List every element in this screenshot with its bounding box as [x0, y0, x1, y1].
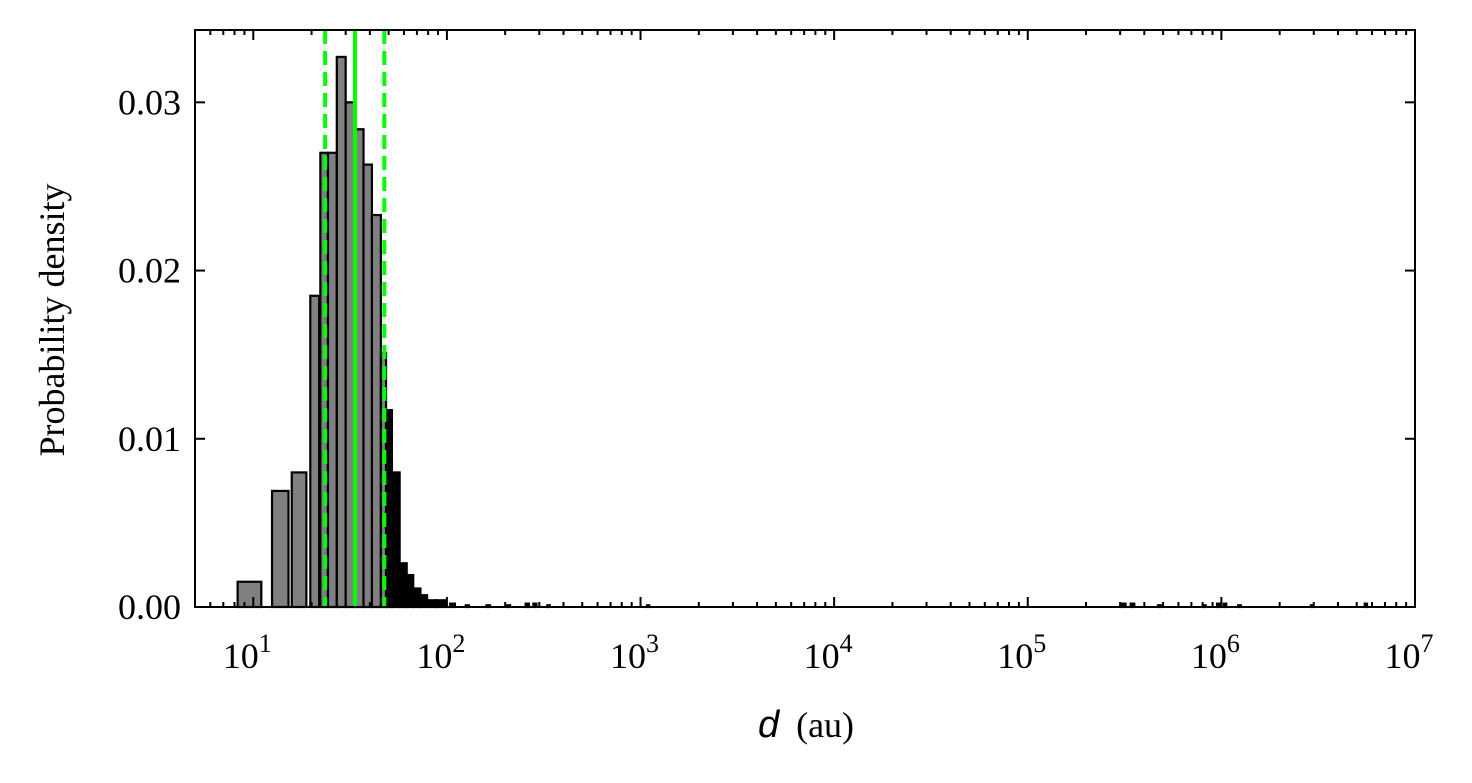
histogram-bar — [335, 55, 347, 609]
x-tick-label-base: 10 — [1191, 636, 1227, 676]
bars-layer — [236, 55, 1369, 609]
x-tick-label: 107 — [1385, 629, 1434, 676]
histogram-bar — [236, 580, 263, 609]
x-tick-label: 101 — [223, 629, 272, 676]
x-tick-label: 103 — [610, 629, 659, 676]
x-tick-label-base: 10 — [1385, 636, 1421, 676]
histogram-bar — [419, 594, 429, 609]
x-tick-label-base: 10 — [997, 636, 1033, 676]
histogram-bar — [270, 489, 290, 609]
histogram-bar — [427, 599, 438, 609]
histogram-bar — [390, 471, 401, 609]
x-axis-unit: (au) — [796, 705, 854, 745]
x-tick-label: 102 — [416, 629, 465, 676]
histogram-bar — [309, 294, 321, 609]
x-tick-label-exponent: 1 — [259, 629, 272, 658]
y-axis-label: Probability density — [32, 184, 72, 457]
y-tick-label: 0.02 — [118, 251, 181, 291]
plot-frame — [194, 29, 1416, 608]
x-axis-label: d (au) — [758, 704, 854, 746]
x-tick-label: 106 — [1191, 629, 1240, 676]
x-tick-label-exponent: 6 — [1227, 629, 1240, 658]
x-tick-label-base: 10 — [610, 636, 646, 676]
histogram-bar — [362, 163, 374, 609]
y-tick-label: 0.03 — [118, 82, 181, 122]
x-tick-label: 105 — [997, 629, 1046, 676]
x-axis-symbol: d — [758, 704, 781, 746]
x-tick-label-exponent: 5 — [1033, 629, 1046, 658]
x-tick-label-base: 10 — [804, 636, 840, 676]
markers-layer — [323, 30, 387, 607]
histogram-bar — [326, 151, 338, 609]
y-tick-label: 0.01 — [118, 419, 181, 459]
x-tick-label-exponent: 7 — [1421, 629, 1434, 658]
x-tick-label-exponent: 2 — [452, 629, 465, 658]
x-tick-label-base: 10 — [416, 636, 452, 676]
x-tick-label-exponent: 3 — [646, 629, 659, 658]
histogram-bar — [370, 213, 382, 609]
histogram-bar — [290, 471, 308, 609]
x-tick-label: 104 — [804, 629, 853, 676]
x-tick-label-exponent: 4 — [840, 629, 853, 658]
y-tick-label: 0.00 — [118, 587, 181, 627]
x-tick-label-base: 10 — [223, 636, 259, 676]
